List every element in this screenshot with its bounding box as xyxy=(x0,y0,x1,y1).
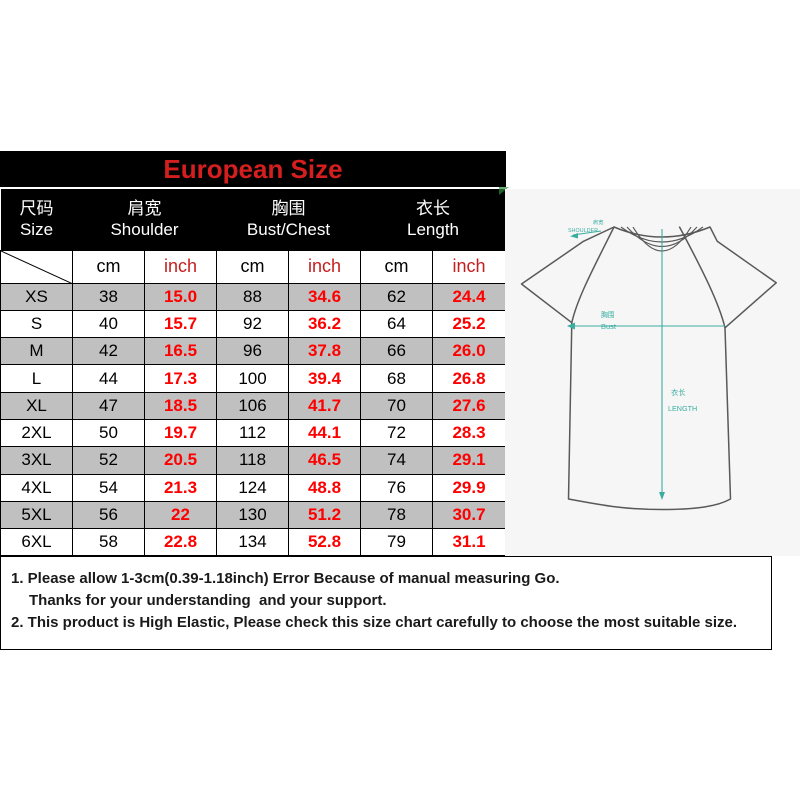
svg-text:Bust: Bust xyxy=(601,322,617,331)
svg-text:衣长: 衣长 xyxy=(671,388,685,397)
svg-text:SHOULDER: SHOULDER xyxy=(568,228,598,234)
svg-text:胸围: 胸围 xyxy=(601,310,615,319)
svg-text:肩宽: 肩宽 xyxy=(593,218,603,226)
svg-text:LENGTH: LENGTH xyxy=(668,404,697,413)
